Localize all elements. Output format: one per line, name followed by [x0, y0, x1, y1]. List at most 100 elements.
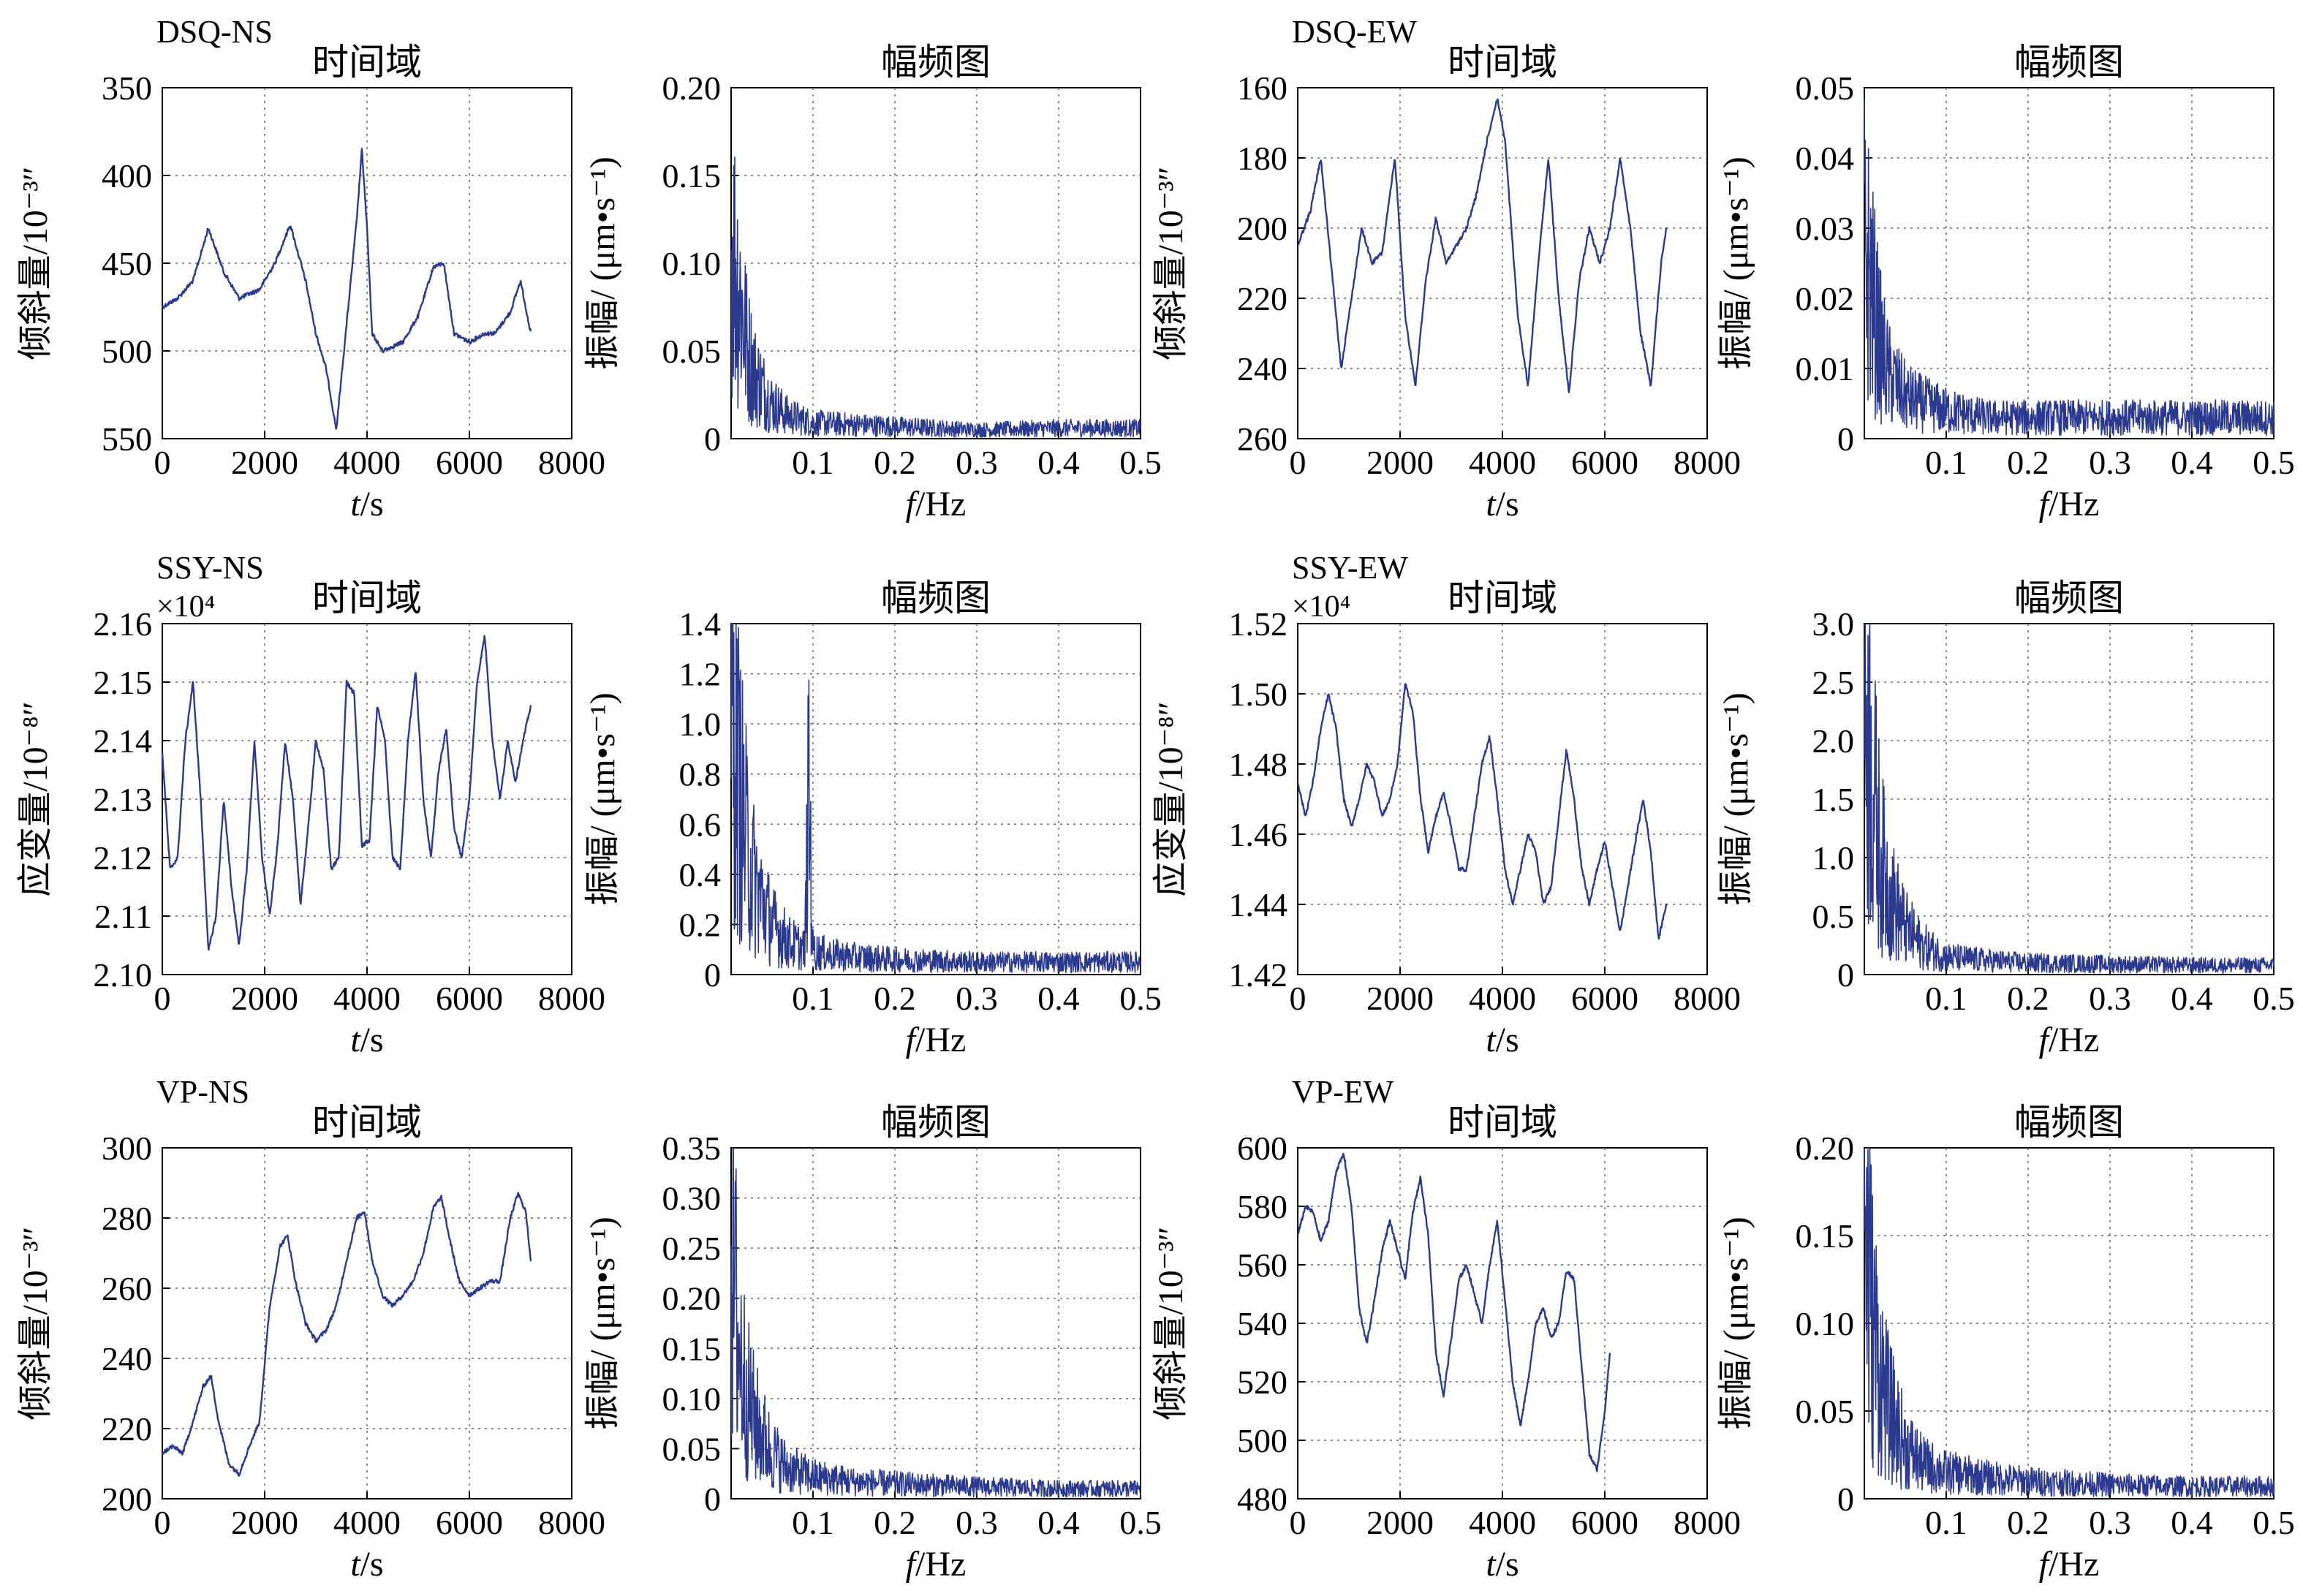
- y-tick-label: 0: [704, 420, 721, 458]
- vp-ew-freq-series-line: [1864, 1147, 2274, 1498]
- y-tick-label: 0.15: [1796, 1217, 1855, 1255]
- x-axis-label: f/Hz: [2039, 1021, 2100, 1059]
- y-tick-label: 0.05: [1796, 1393, 1855, 1430]
- station-label: SSY-EW: [1292, 550, 1408, 586]
- x-tick-label: 0.3: [956, 1504, 998, 1541]
- dsq-ns-time-panel: 0 2000 4000 6000 8000 350 400 450 500 550 时间域 DSQ-N…: [16, 14, 605, 523]
- x-tick-label: 0.2: [2007, 1504, 2049, 1541]
- y-axis-label: 倾斜量/10⁻³″: [1152, 1226, 1190, 1420]
- x-tick-label: 6000: [436, 980, 503, 1017]
- x-tick-label: 0.5: [2253, 444, 2295, 481]
- y-axis-label: 振幅/ (μm•s⁻¹): [583, 692, 622, 906]
- vp-ns-freq-title: 幅频图: [881, 1102, 991, 1143]
- x-tick-label: 0.4: [1037, 1504, 1080, 1541]
- x-tick-label: 0.1: [792, 980, 834, 1017]
- y-tick-label: 400: [102, 157, 152, 194]
- ssy-ns-time-title: 时间域: [312, 578, 422, 619]
- y-axis-label: 应变量/10⁻⁸″: [1152, 701, 1190, 896]
- y-tick-label: 0.25: [662, 1230, 722, 1267]
- x-tick-label: 4000: [1469, 980, 1536, 1017]
- x-tick-label: 0.1: [1925, 980, 1967, 1017]
- x-tick-label: 2000: [231, 980, 298, 1017]
- y-tick-label: 0: [1837, 420, 1854, 458]
- y-tick-label: 1.52: [1229, 605, 1288, 643]
- y-tick-label: 1.46: [1229, 816, 1288, 853]
- y-tick-label: 0.02: [1796, 280, 1855, 317]
- dsq-ew-time-frame: [1297, 87, 1708, 439]
- x-tick-label: 0: [154, 980, 171, 1017]
- x-tick-label: 0.3: [956, 980, 998, 1017]
- y-tick-label: 0: [704, 1480, 721, 1518]
- y-tick-label: 240: [1237, 350, 1287, 387]
- x-tick-label: 0.4: [2171, 1504, 2213, 1541]
- y-tick-label: 1.48: [1229, 746, 1288, 783]
- y-axis-label: 倾斜量/10⁻³″: [16, 1226, 55, 1420]
- y-tick-label: 1.44: [1229, 886, 1288, 923]
- y-tick-label: 540: [1237, 1305, 1287, 1342]
- x-tick-label: 0.3: [2089, 1504, 2131, 1541]
- x-axis-label: f/Hz: [2039, 1545, 2100, 1584]
- y-axis-label: 振幅/ (μm•s⁻¹): [583, 156, 622, 370]
- x-axis-label: f/Hz: [906, 485, 967, 523]
- station-label: DSQ-NS: [156, 14, 273, 50]
- x-tick-label: 0: [1290, 444, 1306, 481]
- ssy-ns-freq-series-line: [730, 623, 1141, 974]
- y-tick-label: 0.10: [662, 1380, 722, 1418]
- y-tick-label: 450: [102, 245, 152, 282]
- y-tick-label: 280: [102, 1200, 152, 1237]
- x-tick-label: 2000: [231, 1504, 298, 1541]
- x-tick-label: 0: [154, 444, 171, 481]
- y-tick-label: 0.8: [679, 756, 722, 793]
- x-tick-label: 4000: [1469, 1504, 1536, 1541]
- ssy-ew-freq-panel: 0.1 0.2 0.3 0.4 0.5 0 0.5 1.0 1.5 2.0 2.5 3.0 幅频图 f/H…: [1717, 578, 2295, 1059]
- ssy-ew-time-series-line: [1296, 683, 1668, 940]
- y-tick-label: 0: [704, 956, 721, 994]
- y-axis-label: 振幅/ (μm•s⁻¹): [583, 1217, 622, 1430]
- dsq-ew-time-title: 时间域: [1448, 42, 1557, 83]
- x-tick-label: 0.1: [792, 1504, 834, 1541]
- y-tick-label: 2.11: [94, 898, 152, 935]
- y-tick-label: 520: [1237, 1364, 1287, 1401]
- ssy-ns-time-panel: 0 2000 4000 6000 8000 2.10 2.11 2.12 2.13 2.14 2.1…: [16, 550, 605, 1059]
- station-label: VP-EW: [1292, 1074, 1394, 1110]
- x-tick-label: 2000: [1366, 980, 1434, 1017]
- y-tick-label: 550: [102, 420, 152, 458]
- y-tick-label: 300: [102, 1130, 152, 1167]
- x-tick-label: 0.2: [874, 1504, 916, 1541]
- x-tick-label: 0: [154, 1504, 171, 1541]
- dsq-ns-freq-series-line: [730, 156, 1141, 438]
- x-axis-label: t/s: [350, 485, 383, 523]
- dsq-ew-freq-panel: 0.1 0.2 0.3 0.4 0.5 0 0.01 0.02 0.03 0.04 0.05 幅频图 f…: [1717, 42, 2295, 523]
- y-tick-label: 480: [1237, 1480, 1287, 1518]
- y-axis-label: 倾斜量/10⁻³″: [1152, 166, 1190, 360]
- x-tick-label: 6000: [1571, 1504, 1638, 1541]
- y-tick-label: 1.42: [1229, 956, 1288, 994]
- y-tick-label: 0.4: [679, 856, 722, 893]
- ssy-ns-freq-title: 幅频图: [881, 578, 991, 619]
- y-tick-label: 0.05: [662, 333, 722, 370]
- ssy-ns-freq-frame: [730, 623, 1141, 975]
- dsq-ns-freq-panel: 0.1 0.2 0.3 0.4 0.5 0 0.05 0.10 0.15 0.20 幅频图 f/Hz 振…: [583, 42, 1162, 523]
- y-tick-label: 220: [1237, 280, 1287, 317]
- y-tick-label: 2.13: [94, 781, 153, 818]
- y-tick-label: 0.20: [662, 69, 722, 107]
- x-axis-label: t/s: [350, 1021, 383, 1059]
- dsq-ew-freq-series-line: [1864, 99, 2274, 436]
- x-tick-label: 0.5: [1119, 1504, 1162, 1541]
- vp-ns-freq-panel: 0.1 0.2 0.3 0.4 0.5 0 0.05 0.10 0.15 0.20 0.25 0.30…: [583, 1102, 1162, 1584]
- ssy-ew-time-frame: [1297, 623, 1708, 975]
- station-label: SSY-NS: [156, 550, 264, 586]
- y-tick-label: 2.10: [94, 956, 153, 994]
- x-tick-label: 4000: [333, 1504, 401, 1541]
- y-tick-label: 0.30: [662, 1180, 722, 1217]
- x-tick-label: 0.5: [1119, 444, 1162, 481]
- x-tick-label: 0.5: [1119, 980, 1162, 1017]
- x-tick-label: 6000: [1571, 980, 1638, 1017]
- y-scale-label: ×10⁴: [1292, 590, 1350, 624]
- y-tick-label: 500: [1237, 1422, 1287, 1459]
- x-tick-label: 0.2: [2007, 980, 2049, 1017]
- y-tick-label: 240: [102, 1340, 152, 1377]
- y-tick-label: 0.35: [662, 1130, 722, 1167]
- dsq-ew-time-series-line: [1296, 98, 1668, 393]
